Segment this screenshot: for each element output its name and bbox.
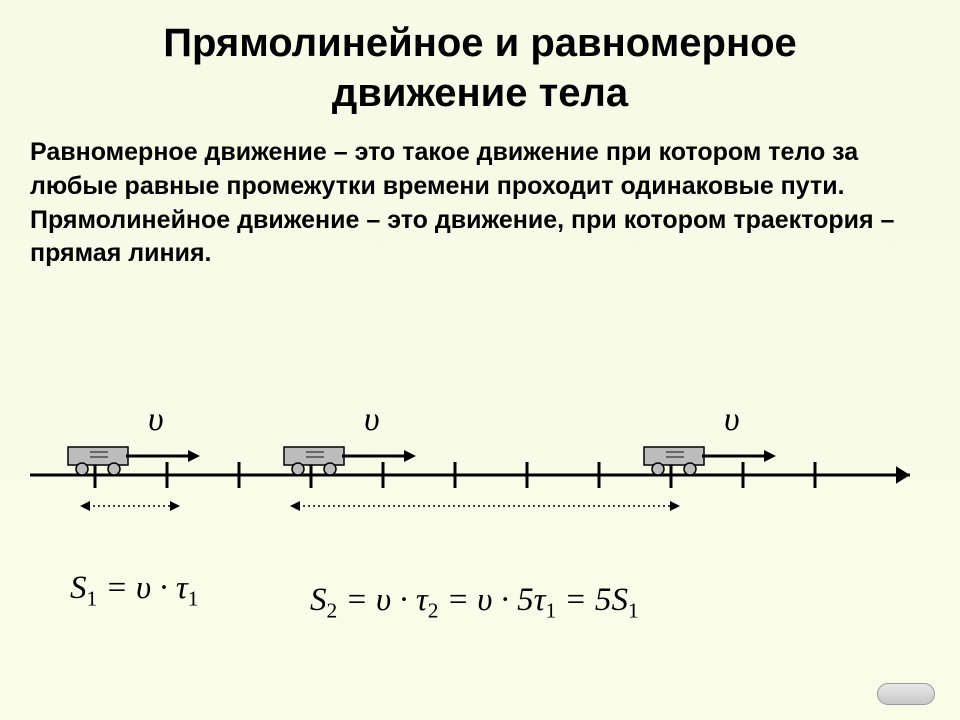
svg-text:υ: υ: [364, 401, 380, 438]
definition-block: Равномерное движение – это такое движени…: [0, 118, 960, 271]
formula-s1: S1 = υ · τ1: [70, 570, 198, 612]
svg-text:υ: υ: [148, 401, 164, 438]
next-button[interactable]: [877, 683, 935, 705]
slide-title: Прямолинейное и равномерное движение тел…: [0, 0, 960, 118]
title-line-2: движение тела: [0, 68, 960, 118]
definition-p2: Прямолинейное движение – это движение, п…: [30, 204, 930, 272]
svg-text:υ: υ: [724, 401, 740, 438]
title-line-1: Прямолинейное и равномерное: [0, 18, 960, 68]
formula-s2: S2 = υ · τ2 = υ · 5τ1 = 5S1: [310, 582, 639, 624]
definition-p1: Равномерное движение – это такое движени…: [30, 136, 930, 204]
diagram-svg: υυυ: [30, 400, 930, 570]
